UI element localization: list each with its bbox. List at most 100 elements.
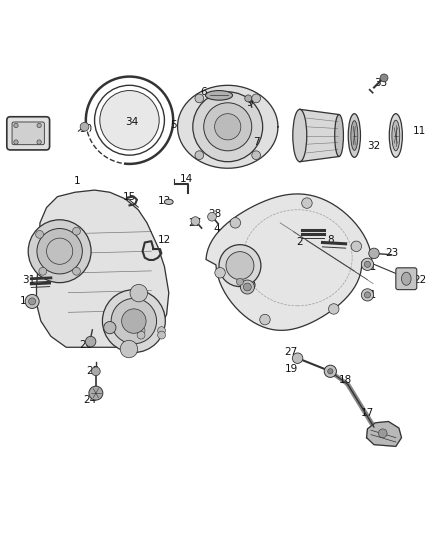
Circle shape [328, 369, 333, 374]
Circle shape [369, 248, 379, 259]
Circle shape [122, 309, 146, 333]
Circle shape [302, 198, 312, 208]
Circle shape [28, 220, 91, 282]
Ellipse shape [205, 91, 233, 100]
Text: 2: 2 [297, 238, 303, 247]
Text: 17: 17 [361, 408, 374, 418]
Ellipse shape [402, 272, 411, 285]
Text: 18: 18 [339, 375, 352, 385]
Polygon shape [367, 422, 402, 446]
Ellipse shape [392, 120, 400, 151]
Polygon shape [177, 85, 278, 168]
Polygon shape [36, 190, 169, 348]
Text: 11: 11 [413, 126, 427, 136]
Circle shape [158, 331, 166, 339]
Text: 31: 31 [22, 276, 36, 286]
Text: 1: 1 [74, 176, 81, 187]
Text: 14: 14 [180, 174, 193, 184]
Text: 4: 4 [213, 224, 220, 235]
Text: 25: 25 [86, 366, 99, 376]
FancyBboxPatch shape [12, 122, 44, 144]
Text: 6: 6 [201, 87, 207, 97]
Circle shape [245, 95, 252, 102]
Text: 27: 27 [284, 346, 298, 357]
Text: 9: 9 [246, 98, 253, 108]
Text: 23: 23 [112, 325, 125, 335]
Text: 27: 27 [188, 218, 201, 228]
Circle shape [252, 94, 261, 103]
Text: 7: 7 [253, 137, 259, 147]
Circle shape [237, 278, 244, 285]
Text: 22: 22 [413, 274, 427, 285]
Circle shape [204, 103, 252, 151]
Ellipse shape [293, 109, 307, 161]
Circle shape [137, 331, 145, 339]
Text: 19: 19 [284, 364, 298, 374]
Circle shape [85, 336, 96, 347]
Circle shape [111, 298, 156, 344]
FancyBboxPatch shape [7, 117, 49, 150]
Circle shape [292, 353, 303, 364]
Text: 30: 30 [79, 124, 92, 134]
Text: 26: 26 [79, 340, 92, 350]
Circle shape [252, 151, 261, 159]
Circle shape [351, 241, 362, 252]
Circle shape [14, 123, 18, 128]
Text: 28: 28 [208, 209, 221, 219]
Circle shape [158, 327, 166, 335]
Text: 15: 15 [123, 192, 136, 201]
Text: 13: 13 [158, 196, 171, 206]
Circle shape [130, 285, 148, 302]
Circle shape [73, 227, 81, 235]
Text: 21: 21 [363, 290, 376, 300]
Ellipse shape [351, 120, 358, 150]
Text: 24: 24 [84, 394, 97, 405]
Text: 5: 5 [170, 119, 177, 130]
Text: 21: 21 [363, 262, 376, 271]
Circle shape [324, 365, 336, 377]
Text: 16: 16 [385, 438, 398, 448]
Circle shape [260, 314, 270, 325]
Circle shape [120, 340, 138, 358]
Circle shape [37, 140, 41, 144]
Text: 12: 12 [158, 235, 171, 245]
Circle shape [364, 261, 371, 268]
Circle shape [361, 289, 374, 301]
Polygon shape [300, 109, 339, 161]
Circle shape [378, 429, 387, 438]
Circle shape [193, 92, 263, 161]
Circle shape [37, 123, 41, 128]
Circle shape [137, 327, 145, 335]
Circle shape [215, 114, 241, 140]
Text: 33: 33 [374, 78, 387, 88]
Text: 10: 10 [19, 296, 32, 306]
Text: 32: 32 [367, 141, 381, 151]
Ellipse shape [348, 114, 360, 157]
Circle shape [39, 268, 47, 275]
Circle shape [226, 252, 254, 280]
Text: 20: 20 [243, 281, 256, 291]
Circle shape [208, 212, 216, 221]
Circle shape [89, 386, 103, 400]
Circle shape [14, 140, 18, 144]
Text: 23: 23 [385, 248, 398, 259]
Ellipse shape [389, 114, 403, 157]
Circle shape [73, 268, 81, 275]
Text: 8: 8 [327, 235, 334, 245]
Circle shape [100, 91, 159, 150]
Circle shape [215, 268, 225, 278]
Text: 34: 34 [125, 117, 138, 127]
Ellipse shape [335, 115, 343, 157]
Circle shape [195, 151, 204, 159]
Circle shape [35, 230, 43, 238]
Circle shape [104, 321, 116, 334]
Circle shape [230, 217, 240, 228]
Circle shape [191, 217, 200, 225]
Circle shape [28, 298, 35, 305]
Circle shape [328, 304, 339, 314]
Circle shape [364, 292, 371, 298]
Text: 29: 29 [22, 126, 36, 136]
Circle shape [80, 123, 89, 131]
Circle shape [361, 258, 374, 270]
Circle shape [195, 94, 204, 103]
